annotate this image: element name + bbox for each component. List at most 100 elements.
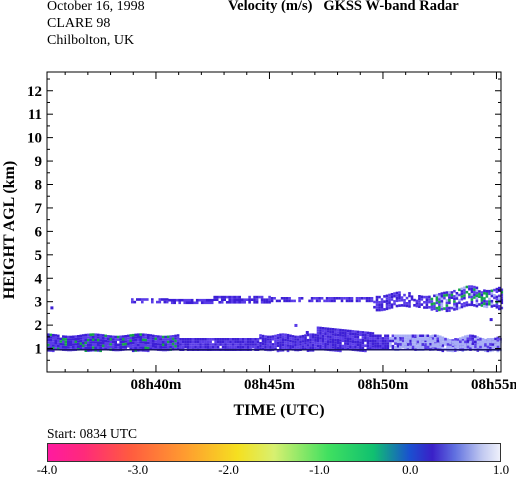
radar-cell [311, 343, 315, 347]
radar-cell [460, 287, 464, 291]
radar-cell [400, 304, 404, 307]
radar-cell [500, 301, 504, 305]
radar-cell [138, 298, 142, 301]
radar-cell [485, 289, 489, 293]
radar-cell [500, 306, 504, 310]
radar-cell [271, 343, 275, 346]
radar-cell [288, 299, 291, 303]
radar-cell [364, 344, 367, 347]
radar-cell [176, 344, 180, 348]
radar-cell [488, 300, 491, 303]
radar-cell [399, 340, 402, 344]
radar-cell [385, 307, 389, 311]
radar-cell [126, 337, 130, 340]
radar-cell [324, 337, 327, 341]
radar-cell [400, 298, 404, 302]
radar-cell [324, 332, 327, 336]
radar-cell [464, 338, 467, 341]
radar-cell [326, 332, 330, 336]
radar-cell [290, 299, 294, 303]
radar-cell [298, 297, 301, 300]
radar-cell [116, 335, 120, 339]
radar-cell [124, 340, 127, 343]
radar-cell [166, 335, 170, 339]
radar-cell [458, 301, 461, 305]
radar-cell [288, 297, 291, 300]
radar-cell [199, 338, 202, 341]
radar-cell [436, 337, 440, 340]
radar-cell [274, 337, 277, 340]
radar-cell [376, 339, 380, 343]
radar-cell [189, 340, 192, 344]
radar-cell [214, 340, 217, 344]
radar-cell [253, 298, 256, 301]
radar-cell [52, 341, 55, 345]
radar-cell [229, 340, 232, 344]
radar-cell [319, 329, 322, 332]
radar-cell [451, 340, 455, 344]
radar-cell [324, 345, 327, 349]
radar-cell [499, 343, 502, 347]
radar-cell [74, 340, 78, 344]
radar-cell [341, 344, 345, 348]
radar-cell [49, 346, 53, 350]
radar-cell [426, 339, 430, 343]
radar-cell [431, 345, 435, 348]
radar-cell [415, 299, 419, 303]
radar-cell [445, 291, 449, 294]
radar-cell [154, 345, 157, 348]
radar-cell [491, 345, 495, 349]
radar-cell [269, 343, 272, 346]
radar-cell [393, 292, 396, 295]
radar-cell [420, 303, 424, 306]
radar-cell [96, 346, 100, 350]
radar-cell [396, 342, 400, 345]
radar-cell [246, 340, 250, 344]
radar-cell [339, 341, 342, 345]
radar-cell [495, 306, 499, 309]
radar-cell [408, 299, 411, 303]
radar-cell [87, 346, 90, 350]
radar-cell [411, 339, 415, 343]
y-tick-label: 4 [35, 271, 43, 287]
radar-cell [146, 349, 150, 353]
radar-cell [146, 336, 150, 340]
radar-cell [109, 337, 112, 341]
radar-cell [416, 338, 420, 341]
radar-cell [381, 339, 385, 343]
radar-cell [309, 333, 312, 336]
radar-cell [151, 298, 154, 301]
radar-cell [266, 335, 270, 339]
radar-cell [84, 344, 88, 347]
radar-cell [279, 333, 282, 337]
radar-cell [225, 295, 229, 299]
radar-cell [443, 307, 446, 310]
radar-cell [361, 341, 365, 345]
radar-cell [476, 345, 480, 349]
radar-cell [468, 285, 471, 288]
radar-cell [484, 343, 487, 346]
radar-cell [455, 305, 459, 308]
radar-cell [328, 299, 331, 303]
radar-cell [473, 291, 476, 294]
radar-cell [82, 336, 85, 340]
radar-cell [104, 345, 107, 348]
radar-cell [329, 343, 332, 346]
radar-cell [468, 293, 471, 296]
radar-cell [383, 295, 386, 298]
radar-cell [481, 345, 485, 349]
radar-cell [389, 342, 392, 345]
chart-title: Velocity (m/s) GKSS W-band Radar [228, 0, 459, 15]
radar-cell [474, 343, 477, 346]
radar-cell [169, 340, 172, 344]
radar-cell [454, 338, 457, 341]
radar-cell [234, 343, 237, 346]
radar-cell [289, 342, 292, 345]
radar-cell [134, 341, 137, 344]
radar-cell [129, 342, 132, 345]
radar-cell [386, 344, 390, 348]
y-tick-label: 10 [27, 131, 42, 147]
radar-cell [364, 336, 367, 340]
radar-cell [164, 338, 167, 341]
radar-cell [403, 304, 406, 307]
